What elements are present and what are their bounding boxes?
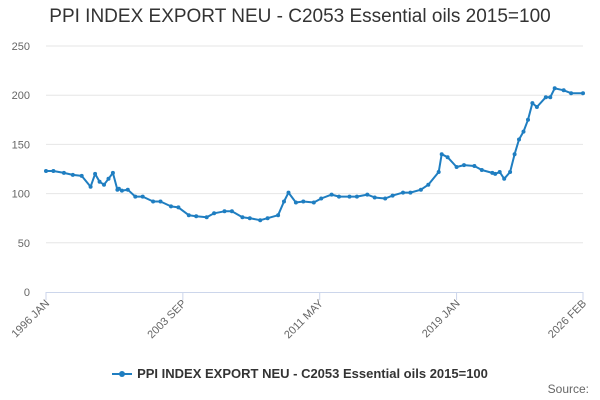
data-point: [110, 170, 115, 175]
data-point: [526, 117, 530, 122]
data-point: [169, 204, 173, 209]
data-point: [93, 171, 98, 176]
data-point: [51, 169, 56, 173]
data-point: [534, 105, 539, 109]
data-point: [286, 190, 291, 195]
data-point: [401, 190, 405, 195]
data-point: [151, 199, 156, 204]
y-axis-ticks: 0 50 100 150 200 250: [12, 41, 30, 299]
x-tick-label: 2019 JAN: [420, 298, 463, 341]
data-point: [212, 211, 217, 216]
data-point: [276, 213, 281, 218]
data-point: [293, 200, 298, 205]
data-point: [472, 164, 477, 168]
data-point: [552, 86, 557, 91]
data-point: [521, 129, 526, 134]
data-point: [543, 95, 548, 100]
data-point: [479, 168, 484, 172]
data-point: [517, 137, 521, 142]
data-point: [140, 194, 145, 199]
data-point: [530, 101, 535, 106]
data-point: [61, 170, 66, 175]
data-point: [88, 184, 93, 189]
x-tick-label: 2026 FEB: [546, 298, 589, 341]
grid-lines: [46, 45, 583, 244]
data-point: [383, 196, 388, 201]
x-tick-label: 1996 JAN: [9, 298, 52, 341]
data-point: [502, 176, 507, 181]
data-point: [493, 171, 498, 176]
data-point: [247, 216, 252, 221]
legend-line-icon: [112, 370, 133, 377]
data-point: [229, 209, 234, 214]
data-point: [194, 214, 199, 219]
x-tick-label: 2003 SEP: [145, 298, 189, 342]
data-point: [311, 200, 316, 205]
data-point: [418, 187, 423, 192]
data-point: [119, 188, 124, 193]
data-point: [561, 88, 566, 93]
data-point: [372, 195, 377, 200]
data-point: [462, 163, 466, 168]
data-point: [97, 179, 102, 184]
data-point: [222, 209, 227, 214]
x-tick-label: 2011 MAY: [282, 297, 326, 341]
data-point: [445, 155, 450, 160]
data-point: [319, 196, 324, 201]
data-point: [569, 91, 574, 96]
legend[interactable]: PPI INDEX EXPORT NEU - C2053 Essential o…: [0, 366, 600, 381]
y-tick-label: 50: [18, 238, 30, 250]
data-point: [439, 152, 444, 157]
data-point: [390, 193, 395, 198]
data-point: [581, 91, 585, 96]
data-point: [337, 194, 341, 199]
legend-label: PPI INDEX EXPORT NEU - C2053 Essential o…: [137, 366, 488, 381]
y-tick-label: 0: [24, 287, 30, 299]
source-label: Source:: [547, 382, 589, 396]
y-tick-label: 250: [12, 41, 30, 53]
data-point: [265, 216, 270, 221]
y-tick-label: 100: [12, 189, 30, 201]
data-point: [240, 215, 245, 220]
data-point: [282, 199, 286, 204]
data-point: [365, 192, 370, 197]
data-point: [125, 187, 130, 192]
series-line: [46, 87, 583, 222]
data-point: [508, 170, 513, 174]
x-axis-ticks: 1996 JAN 2003 SEP 2011 MAY 2019 JAN 2026 FEB: [9, 292, 589, 341]
plot-series: [44, 86, 585, 223]
data-point: [497, 170, 502, 174]
data-point: [133, 194, 138, 199]
data-point: [176, 205, 181, 210]
data-point: [512, 152, 517, 157]
data-point: [347, 194, 352, 199]
data-point: [106, 176, 111, 181]
data-point: [301, 199, 306, 204]
y-tick-label: 200: [12, 90, 30, 102]
data-point: [116, 186, 121, 191]
data-point: [436, 170, 441, 174]
data-point: [258, 218, 263, 223]
data-point: [186, 213, 191, 218]
data-point: [102, 182, 106, 187]
data-point: [548, 95, 553, 100]
chart-title: PPI INDEX EXPORT NEU - C2053 Essential o…: [49, 6, 551, 27]
data-point: [329, 192, 334, 197]
data-point: [354, 194, 359, 199]
data-point: [44, 169, 48, 173]
data-point: [408, 190, 413, 195]
data-point: [204, 215, 209, 220]
data-point: [426, 182, 431, 187]
data-point: [70, 172, 75, 177]
data-point: [79, 173, 84, 178]
y-tick-label: 150: [12, 139, 30, 151]
data-point: [158, 199, 163, 204]
data-point: [454, 165, 459, 169]
